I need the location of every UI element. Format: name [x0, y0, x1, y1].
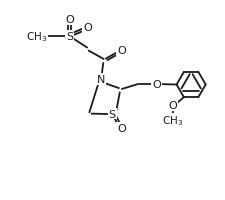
Text: S: S	[109, 109, 116, 119]
Text: CH$_3$: CH$_3$	[26, 30, 47, 43]
Text: O: O	[117, 46, 126, 56]
Text: O: O	[65, 15, 74, 25]
Text: S: S	[66, 31, 73, 41]
Text: O: O	[117, 123, 126, 133]
Text: N: N	[97, 74, 105, 84]
Text: O: O	[169, 101, 177, 111]
Text: O: O	[83, 23, 92, 33]
Text: O: O	[152, 80, 161, 90]
Text: CH$_3$: CH$_3$	[162, 114, 183, 128]
